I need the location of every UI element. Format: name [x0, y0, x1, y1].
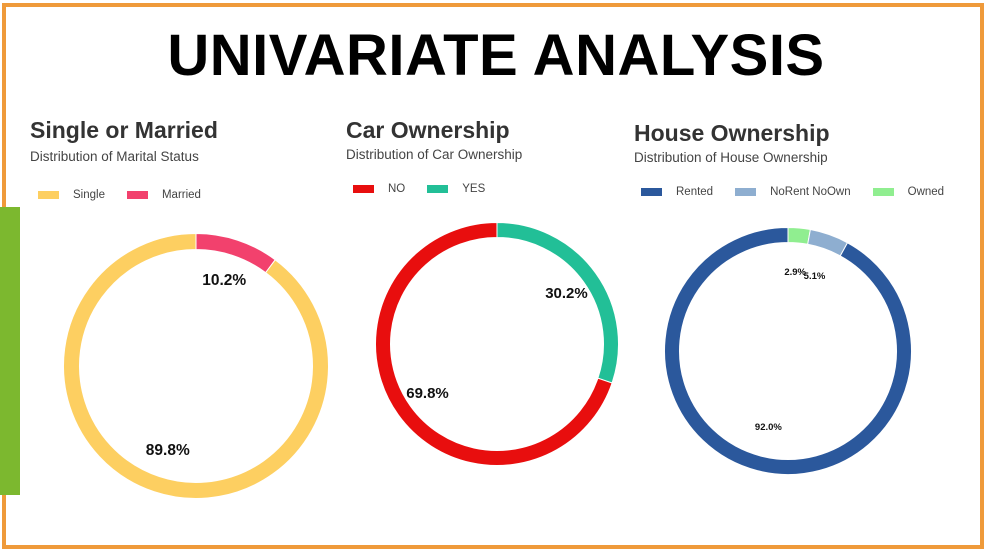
legend-swatch — [353, 185, 374, 193]
chart-subtitle: Distribution of House Ownership — [634, 150, 828, 165]
chart-legend: Rented NoRent NoOwn Owned — [641, 186, 966, 198]
legend-item: Owned — [872, 186, 945, 198]
donut-slice-rented — [664, 226, 912, 475]
chart-subtitle: Distribution of Car Ownership — [346, 147, 523, 162]
legend-label: Owned — [907, 186, 945, 198]
data-label-rented: 92.0% — [755, 422, 782, 433]
legend-label: Married — [161, 189, 201, 201]
legend-label: Single — [73, 189, 105, 201]
data-label-owned: 2.9% — [784, 267, 806, 278]
slide-title: UNIVARIATE ANALYSIS — [167, 23, 825, 88]
donut-slice-owned — [787, 226, 811, 245]
data-label-no: 69.8% — [406, 385, 449, 402]
legend-item: Married — [126, 189, 201, 201]
legend-item: Single — [38, 189, 105, 201]
donut-slice-norent-noown — [807, 228, 849, 257]
legend-swatch — [126, 191, 148, 199]
legend-swatch — [872, 188, 894, 196]
legend-item: YES — [427, 183, 485, 195]
legend-label: YES — [462, 183, 486, 195]
legend-item: NO — [353, 183, 405, 195]
legend-swatch — [427, 185, 449, 193]
chart-title: House Ownership — [634, 120, 830, 146]
legend-label: NO — [388, 183, 406, 195]
legend-item: NoRent NoOwn — [735, 186, 851, 198]
chart-legend: Single Married — [38, 189, 223, 201]
chart-subtitle: Distribution of Marital Status — [30, 149, 199, 164]
legend-label: NoRent NoOwn — [770, 186, 851, 198]
legend-swatch — [38, 191, 59, 199]
data-label-yes: 30.2% — [545, 285, 588, 302]
donut-slice-no — [375, 221, 613, 466]
legend-item: Rented — [641, 186, 713, 198]
accent-bar — [0, 207, 20, 495]
data-label-norent-noown: 5.1% — [804, 271, 826, 282]
legend-swatch — [641, 188, 662, 196]
donut-slice-single — [63, 232, 329, 499]
data-label-married: 10.2% — [202, 272, 246, 289]
data-label-single: 89.8% — [146, 442, 190, 459]
legend-swatch — [735, 188, 757, 196]
chart-title: Car Ownership — [346, 117, 510, 143]
chart-legend: NO YES — [353, 183, 507, 195]
chart-title: Single or Married — [30, 117, 218, 143]
legend-label: Rented — [676, 186, 714, 198]
